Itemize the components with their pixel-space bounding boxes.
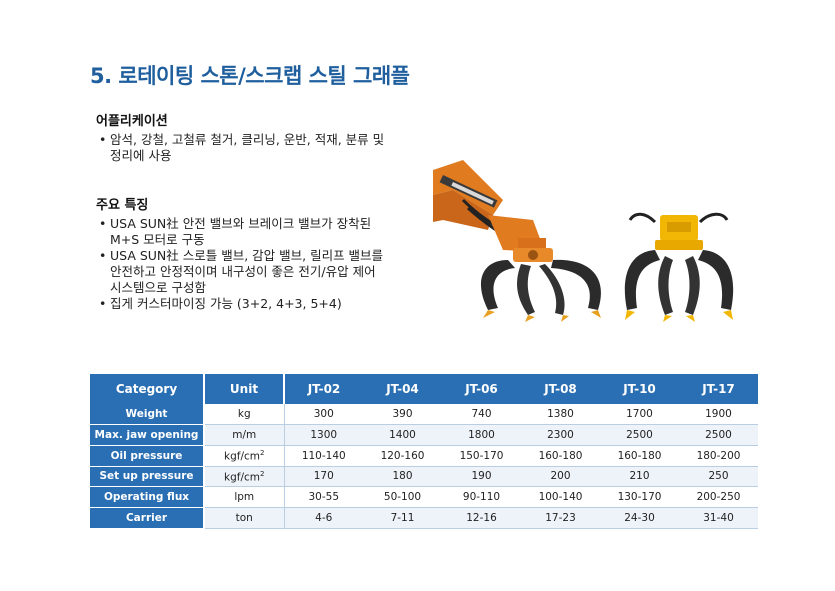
table-cell: 7-11 [363, 507, 442, 529]
table-cell: 190 [442, 466, 521, 488]
row-unit: kgf/cm2 [204, 445, 285, 467]
header-model: JT-04 [363, 374, 442, 404]
application-section: 어플리케이션 • 암석, 강철, 고철류 철거, 클리닝, 운반, 적재, 분류 … [96, 110, 441, 164]
row-unit: lpm [204, 486, 285, 508]
header-unit: Unit [204, 374, 285, 404]
table-cell: 2500 [679, 424, 758, 446]
table-cell: 90-110 [442, 486, 521, 508]
features-section: 주요 특징 • USA SUN社 안전 밸브와 브레이크 밸브가 장착된 M+S 모… [96, 194, 441, 312]
table-row: Set up pressure kgf/cm2 170 180 190 200 … [90, 466, 758, 488]
table-cell: 17-23 [521, 507, 600, 529]
features-list: • USA SUN社 안전 밸브와 브레이크 밸브가 장착된 M+S 모터로 구동 … [96, 216, 441, 312]
table-cell: 30-55 [284, 486, 363, 508]
table-cell: 4-6 [284, 507, 363, 529]
list-item: • 집게 커스터마이징 가능 (3+2, 4+3, 5+4) [99, 296, 342, 311]
table-row: Carrier ton 4-6 7-11 12-16 17-23 24-30 3… [90, 507, 758, 529]
table-cell: 150-170 [442, 445, 521, 467]
table-cell: 130-170 [600, 486, 679, 508]
bullet: • [99, 248, 107, 263]
row-category: Set up pressure [90, 466, 205, 488]
list-item: • 암석, 강철, 고철류 철거, 클리닝, 운반, 적재, 분류 및 정리에 사용 [99, 132, 385, 163]
table-cell: 1700 [600, 404, 679, 426]
table-cell: 24-30 [600, 507, 679, 529]
application-heading: 어플리케이션 [96, 114, 168, 129]
bullet: • [99, 296, 107, 311]
header-model: JT-17 [679, 374, 758, 404]
table-cell: 180-200 [679, 445, 758, 467]
table-cell: 300 [284, 404, 363, 426]
row-unit: kg [204, 404, 285, 426]
row-unit: m/m [204, 424, 285, 446]
row-category: Operating flux [90, 486, 205, 508]
row-category: Oil pressure [90, 445, 205, 467]
table-cell: 180 [363, 466, 442, 488]
table-cell: 390 [363, 404, 442, 426]
header-category: Category [90, 374, 205, 404]
table-row: Max. jaw opening m/m 1300 1400 1800 2300… [90, 424, 758, 446]
table-cell: 1400 [363, 424, 442, 446]
table-cell: 200 [521, 466, 600, 488]
table-cell: 200-250 [679, 486, 758, 508]
header-model: JT-08 [521, 374, 600, 404]
table-cell: 210 [600, 466, 679, 488]
table-cell: 120-160 [363, 445, 442, 467]
spec-table: Category Unit JT-02 JT-04 JT-06 JT-08 JT… [90, 374, 758, 529]
features-heading: 주요 특징 [96, 198, 149, 213]
bullet: • [99, 216, 107, 231]
row-unit: ton [204, 507, 285, 529]
table-row: Operating flux lpm 30-55 50-100 90-110 1… [90, 486, 758, 508]
table-cell: 110-140 [284, 445, 363, 467]
application-list: • 암석, 강철, 고철류 철거, 클리닝, 운반, 적재, 분류 및 정리에 사용 [96, 132, 441, 164]
table-cell: 1900 [679, 404, 758, 426]
table-cell: 1380 [521, 404, 600, 426]
table-cell: 1300 [284, 424, 363, 446]
row-category: Carrier [90, 507, 205, 529]
table-cell: 2300 [521, 424, 600, 446]
list-item: • USA SUN社 스로틀 밸브, 감압 밸브, 릴리프 밸브를 안전하고 안정적… [99, 248, 384, 295]
table-cell: 160-180 [600, 445, 679, 467]
table-cell: 170 [284, 466, 363, 488]
page-title: 5. 로테이팅 스톤/스크랩 스틸 그래플 [90, 64, 410, 88]
table-cell: 1800 [442, 424, 521, 446]
grapple-image [624, 212, 734, 322]
table-cell: 160-180 [521, 445, 600, 467]
header-model: JT-02 [284, 374, 363, 404]
header-model: JT-06 [442, 374, 521, 404]
row-category: Weight [90, 404, 205, 426]
table-cell: 100-140 [521, 486, 600, 508]
table-cell: 12-16 [442, 507, 521, 529]
row-unit: kgf/cm2 [204, 466, 285, 488]
table-row: Weight kg 300 390 740 1380 1700 1900 [90, 404, 758, 426]
table-cell: 740 [442, 404, 521, 426]
table-cell: 31-40 [679, 507, 758, 529]
excavator-grapple-image [433, 160, 601, 322]
table-row: Oil pressure kgf/cm2 110-140 120-160 150… [90, 445, 758, 467]
table-cell: 250 [679, 466, 758, 488]
table-cell: 50-100 [363, 486, 442, 508]
list-item: • USA SUN社 안전 밸브와 브레이크 밸브가 장착된 M+S 모터로 구동 [99, 216, 372, 247]
table-header-row: Category Unit JT-02 JT-04 JT-06 JT-08 JT… [90, 374, 758, 404]
header-model: JT-10 [600, 374, 679, 404]
row-category: Max. jaw opening [90, 424, 205, 446]
table-cell: 2500 [600, 424, 679, 446]
bullet: • [99, 132, 107, 147]
